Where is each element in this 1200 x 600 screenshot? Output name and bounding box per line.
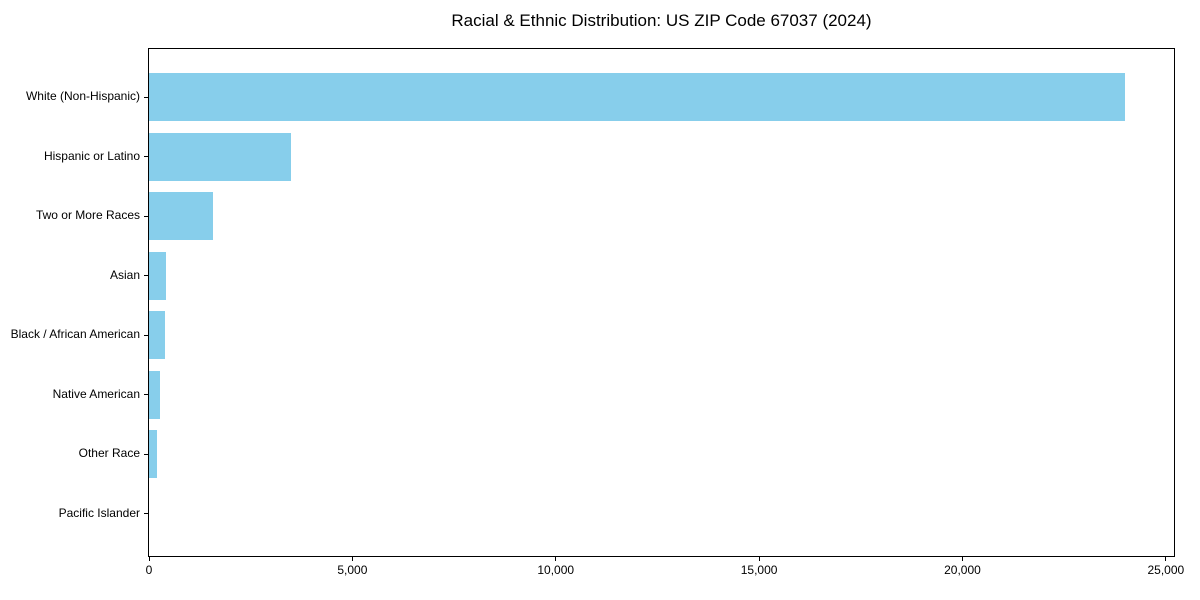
- y-tick: [144, 275, 148, 277]
- y-tick: [144, 215, 148, 217]
- bar: [149, 370, 160, 419]
- x-tick-label: 10,000: [537, 563, 575, 577]
- bar: [149, 192, 213, 241]
- x-tick: [148, 557, 150, 561]
- y-tick: [144, 513, 148, 515]
- x-tick-label: 5,000: [337, 563, 368, 577]
- y-tick: [144, 156, 148, 158]
- bar: [149, 430, 158, 479]
- y-axis-label: Two or More Races: [35, 208, 140, 223]
- y-tick: [144, 453, 148, 455]
- y-axis-label: Hispanic or Latino: [43, 148, 140, 163]
- y-tick: [144, 394, 148, 396]
- bar: [149, 251, 166, 300]
- x-tick-label: 0: [145, 563, 153, 577]
- y-axis-label: Native American: [52, 386, 140, 401]
- x-tick-label: 20,000: [944, 563, 981, 577]
- x-tick-label: 25,000: [1147, 563, 1185, 577]
- x-tick: [351, 557, 353, 561]
- y-axis-label: White (Non-Hispanic): [25, 89, 140, 103]
- x-tick: [555, 557, 557, 561]
- y-tick: [144, 334, 148, 336]
- y-axis-label: Pacific Islander: [58, 505, 140, 520]
- plot-area: [148, 48, 1175, 557]
- x-tick: [961, 557, 963, 561]
- bar: [149, 132, 292, 181]
- y-tick: [144, 96, 148, 98]
- x-tick: [758, 557, 760, 561]
- y-axis-label: Other Race: [78, 446, 140, 461]
- bar: [149, 311, 165, 360]
- x-tick: [1165, 557, 1167, 561]
- bar: [149, 73, 1126, 121]
- chart-title: Racial & Ethnic Distribution: US ZIP Cod…: [451, 11, 872, 30]
- x-tick-label: 15,000: [740, 563, 778, 577]
- y-axis-label: Black / African American: [10, 327, 140, 342]
- y-axis-label: Asian: [109, 267, 140, 282]
